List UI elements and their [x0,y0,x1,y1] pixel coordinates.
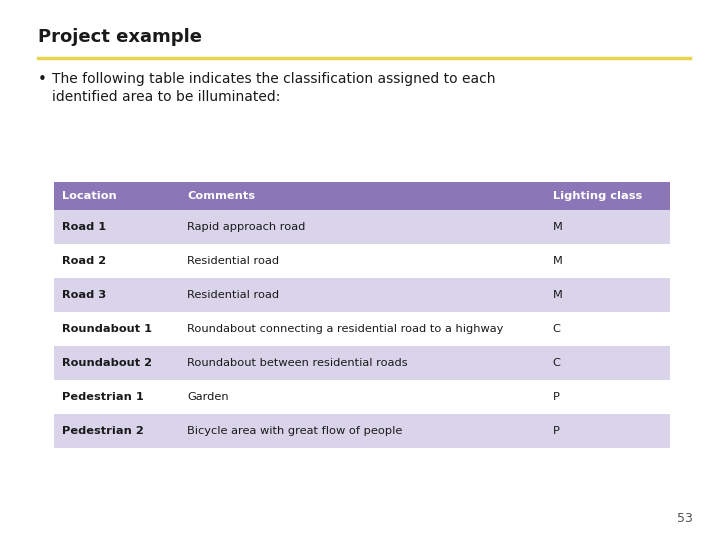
FancyBboxPatch shape [545,312,670,346]
FancyBboxPatch shape [179,414,545,448]
Text: Road 2: Road 2 [62,256,106,266]
Text: Lighting class: Lighting class [553,191,642,201]
FancyBboxPatch shape [179,312,545,346]
FancyBboxPatch shape [545,380,670,414]
FancyBboxPatch shape [179,210,545,244]
FancyBboxPatch shape [54,346,179,380]
Text: M: M [553,256,562,266]
Text: Road 1: Road 1 [62,222,106,232]
FancyBboxPatch shape [545,414,670,448]
Text: Rapid approach road: Rapid approach road [187,222,305,232]
Text: Project example: Project example [38,28,202,46]
Text: M: M [553,222,562,232]
Text: Road 3: Road 3 [62,290,107,300]
Text: Residential road: Residential road [187,290,279,300]
Text: Roundabout between residential roads: Roundabout between residential roads [187,358,408,368]
FancyBboxPatch shape [179,380,545,414]
Text: P: P [553,426,559,436]
Text: The following table indicates the classification assigned to each: The following table indicates the classi… [52,72,495,86]
Text: Pedestrian 2: Pedestrian 2 [62,426,144,436]
Text: 53: 53 [677,512,693,525]
Text: C: C [553,324,561,334]
FancyBboxPatch shape [54,278,179,312]
Text: P: P [553,392,559,402]
FancyBboxPatch shape [54,210,179,244]
Text: C: C [553,358,561,368]
Text: Roundabout 2: Roundabout 2 [62,358,152,368]
FancyBboxPatch shape [54,182,179,210]
FancyBboxPatch shape [179,182,545,210]
FancyBboxPatch shape [54,244,179,278]
Text: •: • [38,72,47,87]
Text: Residential road: Residential road [187,256,279,266]
Text: Comments: Comments [187,191,256,201]
Text: Pedestrian 1: Pedestrian 1 [62,392,144,402]
Text: Bicycle area with great flow of people: Bicycle area with great flow of people [187,426,402,436]
Text: Location: Location [62,191,117,201]
FancyBboxPatch shape [179,278,545,312]
FancyBboxPatch shape [545,210,670,244]
FancyBboxPatch shape [54,414,179,448]
FancyBboxPatch shape [545,182,670,210]
FancyBboxPatch shape [54,380,179,414]
Text: identified area to be illuminated:: identified area to be illuminated: [52,90,280,104]
FancyBboxPatch shape [179,244,545,278]
FancyBboxPatch shape [54,312,179,346]
FancyBboxPatch shape [545,244,670,278]
Text: Roundabout 1: Roundabout 1 [62,324,152,334]
FancyBboxPatch shape [545,278,670,312]
Text: M: M [553,290,562,300]
FancyBboxPatch shape [179,346,545,380]
FancyBboxPatch shape [545,346,670,380]
Text: Garden: Garden [187,392,229,402]
Text: Roundabout connecting a residential road to a highway: Roundabout connecting a residential road… [187,324,503,334]
